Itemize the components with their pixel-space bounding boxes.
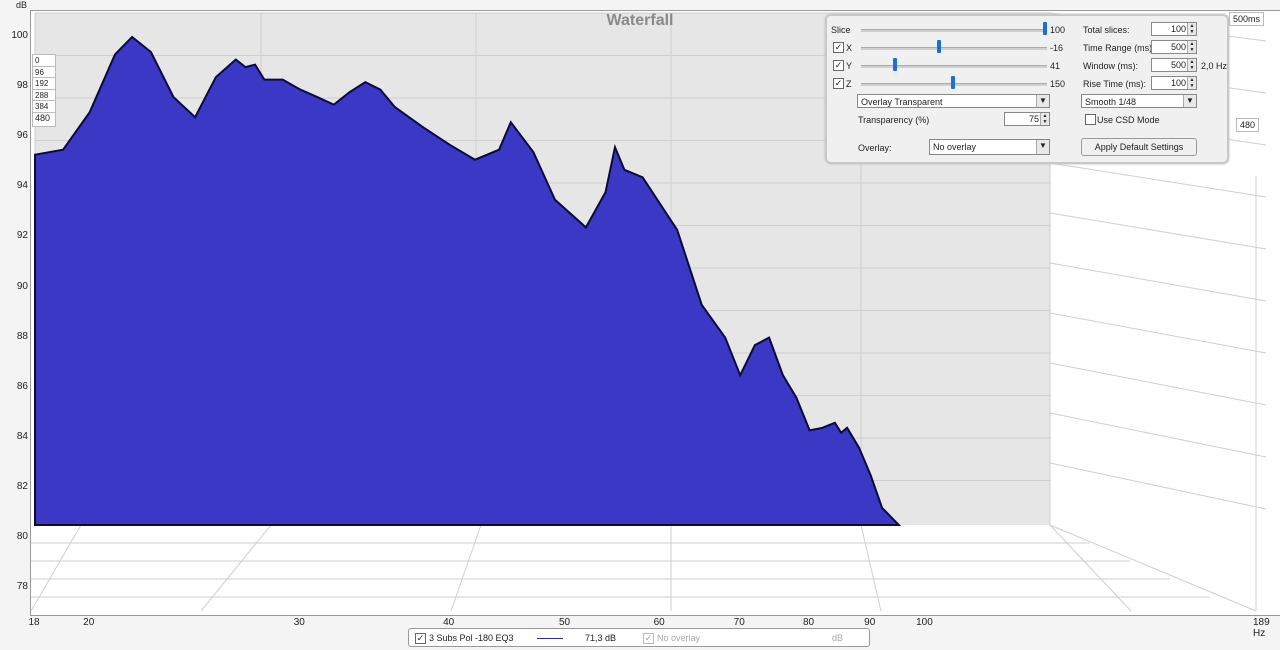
overlay-checkbox[interactable]: ✓: [643, 633, 654, 644]
slice-value: 100: [1050, 25, 1066, 35]
depth-label-right: 480: [1236, 118, 1260, 132]
y-tick-label: 86: [16, 380, 28, 392]
y-value: 41: [1050, 61, 1061, 71]
y-tick-label: 94: [16, 180, 28, 192]
slice-label: Slice: [831, 25, 851, 35]
spinner-arrows-icon[interactable]: ▲ ▼: [1187, 41, 1196, 53]
overlay-name: No overlay: [657, 633, 701, 643]
y-slider-thumb[interactable]: [893, 58, 897, 71]
x-tick-label: 18: [28, 617, 40, 628]
window-label: Window (ms):: [1083, 61, 1139, 71]
measurement-value: 71,3 dB: [585, 633, 617, 643]
rise-time-label: Rise Time (ms):: [1083, 79, 1146, 89]
smoothing-select[interactable]: Smooth 1/48 ▼: [1081, 94, 1197, 108]
time-range-value: 500: [1170, 42, 1186, 52]
use-csd-label: Use CSD Mode: [1097, 115, 1160, 125]
spinner-arrows-icon[interactable]: ▲ ▼: [1187, 23, 1196, 35]
overlay-mode-value: Overlay Transparent: [861, 97, 943, 107]
y-tick-label: 100: [11, 30, 28, 41]
z-slider-thumb[interactable]: [951, 76, 955, 89]
chevron-down-icon[interactable]: ▼: [1183, 95, 1196, 107]
y-checkbox[interactable]: ✓: [833, 60, 844, 71]
y-tick-label: 98: [16, 80, 28, 92]
window-value: 500: [1170, 60, 1186, 70]
chevron-down-icon[interactable]: ▼: [1036, 95, 1049, 107]
spinner-arrows-icon[interactable]: ▲ ▼: [1040, 113, 1049, 125]
time-range-label: Time Range (ms):: [1083, 43, 1155, 53]
x-label: X: [846, 43, 853, 53]
x-tick-label: 60: [653, 617, 665, 628]
x-tick-label: 20: [83, 617, 95, 628]
transparency-label: Transparency (%): [858, 115, 930, 125]
y-tick-label: 82: [16, 480, 28, 492]
total-slices-label: Total slices:: [1083, 25, 1130, 35]
x-value: -16: [1050, 43, 1064, 53]
legend-bar: ✓ 3 Subs Pol -180 EQ3 71,3 dB ✓ No overl…: [408, 628, 870, 647]
total-slices-input[interactable]: 100 ▲ ▼: [1151, 22, 1197, 36]
y-tick-label: 88: [16, 330, 28, 342]
z-checkbox[interactable]: ✓: [833, 78, 844, 89]
z-value: 150: [1050, 79, 1066, 89]
x-slider-track[interactable]: [861, 47, 1047, 50]
chart-title: Waterfall: [606, 12, 674, 29]
y-tick-label: 90: [16, 280, 28, 292]
y-tick-label: 78: [16, 581, 28, 593]
slice-time-label: 384: [32, 100, 56, 113]
window-hz-label: 2,0 Hz: [1201, 61, 1228, 71]
rise-time-value: 100: [1170, 78, 1186, 88]
apply-default-settings-button[interactable]: Apply Default Settings: [1081, 138, 1197, 156]
measurement-checkbox[interactable]: ✓: [415, 633, 426, 644]
total-slices-value: 100: [1170, 24, 1186, 34]
y-tick-label: 92: [16, 230, 28, 242]
x-tick-label: 100: [916, 617, 933, 628]
x-slider-thumb[interactable]: [937, 40, 941, 53]
x-tick-label: 40: [443, 617, 455, 628]
y-unit-label: dB: [16, 0, 28, 10]
slice-slider-track[interactable]: [861, 29, 1047, 32]
overlay-unit: dB: [832, 633, 844, 643]
x-tick-label: 90: [864, 617, 876, 628]
overlay-select[interactable]: No overlay ▼: [929, 139, 1050, 155]
rise-time-input[interactable]: 100 ▲ ▼: [1151, 76, 1197, 90]
time-end-label: 500ms: [1229, 12, 1265, 26]
z-label: Z: [846, 79, 852, 89]
chevron-down-icon[interactable]: ▼: [1036, 140, 1049, 154]
spinner-arrows-icon[interactable]: ▲ ▼: [1187, 77, 1196, 89]
time-range-input[interactable]: 500 ▲ ▼: [1151, 40, 1197, 54]
overlay-mode-select[interactable]: Overlay Transparent ▼: [857, 94, 1050, 108]
smoothing-value: Smooth 1/48: [1085, 97, 1137, 107]
y-tick-label: 80: [16, 531, 28, 542]
x-tick-label: 50: [558, 617, 571, 628]
y-slider-track[interactable]: [861, 65, 1047, 68]
slice-time-label: 192: [32, 77, 56, 90]
slice-time-label: 480: [32, 111, 56, 127]
spinner-arrows-icon[interactable]: ▲ ▼: [1187, 59, 1196, 71]
overlay-value: No overlay: [933, 142, 977, 152]
waterfall-slice: [34, 35, 902, 526]
waterfall-canvas[interactable]: [31, 11, 1280, 615]
waterfall-slices: [34, 35, 902, 526]
use-csd-checkbox[interactable]: [1085, 114, 1096, 125]
window-input[interactable]: 500 ▲ ▼: [1151, 58, 1197, 72]
y-label: Y: [846, 61, 853, 71]
measurement-color-swatch: [537, 638, 563, 639]
transparency-value: 75: [1028, 114, 1039, 124]
x-tick-label: 80: [803, 617, 815, 628]
measurement-name[interactable]: 3 Subs Pol -180 EQ3: [429, 633, 514, 643]
y-tick-label: 96: [16, 130, 28, 142]
waterfall-control-panel: Slice 100 ✓ X -16 ✓ Y 41 ✓ Z 150 Total s…: [825, 14, 1229, 164]
waterfall-plot[interactable]: [30, 10, 1280, 616]
y-tick-label: 84: [16, 430, 28, 442]
transparency-input[interactable]: 75 ▲ ▼: [1004, 112, 1050, 126]
overlay-label: Overlay:: [858, 143, 892, 153]
x-axis-end-label: 189 Hz: [1253, 617, 1270, 639]
x-tick-label: 30: [293, 617, 305, 628]
x-tick-label: 70: [733, 617, 745, 628]
slice-slider-thumb[interactable]: [1043, 22, 1047, 35]
x-checkbox[interactable]: ✓: [833, 42, 844, 53]
